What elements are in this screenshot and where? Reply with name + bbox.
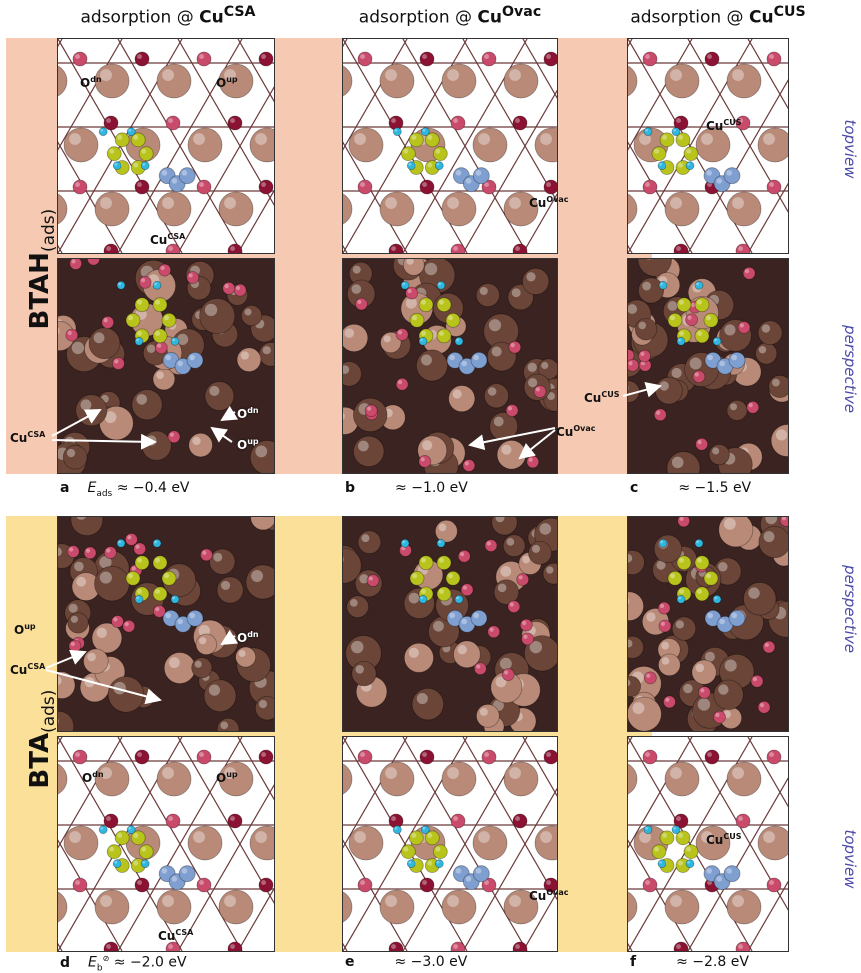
caption-b: b≈ −1.0 eV: [345, 480, 468, 496]
caption-c: c≈ −1.5 eV: [630, 480, 751, 496]
caption-f: f≈ −2.8 eV: [630, 954, 749, 970]
caption-e: e≈ −3.0 eV: [345, 954, 467, 970]
